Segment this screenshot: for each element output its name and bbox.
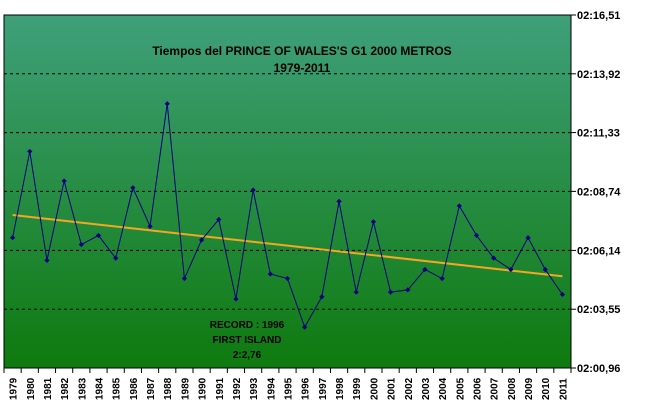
x-tick-label-1987: 1987	[146, 377, 157, 400]
x-tick-label-2008: 2008	[507, 377, 518, 400]
x-tick-label-2001: 2001	[387, 377, 398, 400]
x-tick-label-1995: 1995	[284, 377, 295, 400]
record-annotation-line-3: 2:2,76	[233, 350, 262, 361]
x-tick-label-1985: 1985	[112, 377, 123, 400]
x-tick-label-2003: 2003	[421, 377, 432, 400]
point-1999	[353, 289, 359, 295]
point-1992	[233, 296, 239, 302]
x-tick-label-1997: 1997	[318, 377, 329, 400]
x-tick-label-1993: 1993	[249, 377, 260, 400]
record-annotation-line-1: RECORD : 1996	[210, 320, 285, 331]
point-1986	[130, 185, 136, 191]
record-annotation-line-2: FIRST ISLAND	[213, 335, 282, 346]
x-tick-label-2011: 2011	[558, 378, 569, 400]
point-1990	[198, 237, 205, 243]
point-1996	[302, 324, 308, 330]
y-tick-label-4: 02:11,33	[577, 128, 620, 140]
x-tick-label-2007: 2007	[490, 377, 501, 400]
point-2009	[525, 235, 531, 241]
x-tick-label-2004: 2004	[438, 377, 449, 400]
x-tick-label-2010: 2010	[541, 377, 552, 400]
point-1995	[284, 275, 291, 282]
point-1998	[336, 198, 342, 204]
x-tick-label-1999: 1999	[352, 377, 363, 400]
y-tick-label-0: 02:00,96	[577, 363, 620, 375]
x-tick-label-2000: 2000	[369, 377, 380, 400]
point-2005	[456, 203, 462, 209]
x-tick-label-1984: 1984	[95, 377, 106, 400]
point-2008	[508, 266, 514, 273]
x-tick-label-1990: 1990	[198, 377, 209, 400]
x-tick-label-1986: 1986	[129, 377, 140, 400]
x-tick-label-1988: 1988	[163, 377, 174, 400]
y-tick-label-2: 02:06,14	[577, 245, 621, 257]
point-1980	[27, 148, 33, 155]
point-1989	[181, 275, 188, 282]
point-1982	[61, 178, 67, 184]
y-axis: 02:00,96 02:03,55 02:06,14 02:08,74 02:11,33…	[571, 10, 621, 375]
point-1994	[267, 271, 273, 277]
x-tick-label-1994: 1994	[266, 377, 277, 400]
x-tick-label-1982: 1982	[60, 377, 71, 400]
chart-title: Tiempos del PRINCE OF WALES'S G1 2000 ME…	[152, 44, 451, 58]
point-1983	[78, 241, 84, 248]
point-2001	[387, 289, 394, 295]
point-2011	[559, 291, 566, 298]
point-1984	[95, 232, 102, 239]
trendline	[12, 214, 563, 278]
x-tick-label-2002: 2002	[404, 377, 415, 400]
point-2003	[422, 266, 428, 273]
point-2000	[370, 219, 377, 225]
point-1979	[9, 235, 16, 241]
x-tick-label-2006: 2006	[473, 377, 484, 400]
x-tick-label-1991: 1991	[215, 377, 226, 400]
x-tick-label-1981: 1981	[43, 377, 54, 400]
point-2010	[542, 266, 548, 273]
point-1993	[250, 187, 256, 193]
point-2006	[473, 232, 480, 239]
x-axis: 1979 1980 1981 1982 1983 1984 1985 1986 1987 1988…	[3, 368, 572, 400]
x-tick-label-1983: 1983	[77, 377, 88, 400]
point-1991	[216, 216, 222, 223]
y-tick-label-1: 02:03,55	[577, 304, 620, 316]
point-1997	[319, 294, 325, 300]
x-tick-label-1996: 1996	[301, 377, 312, 400]
y-tick-label-5: 02:13,92	[577, 69, 620, 81]
point-1985	[113, 255, 119, 261]
point-2002	[405, 287, 411, 293]
point-2007	[491, 255, 497, 261]
y-tick-label-6: 02:16,51	[577, 10, 620, 22]
chart-subtitle: 1979-2011	[274, 61, 331, 75]
x-tick-label-1992: 1992	[232, 377, 243, 400]
point-1988	[164, 101, 170, 107]
x-tick-label-1989: 1989	[180, 377, 191, 400]
point-1981	[44, 257, 50, 263]
gridlines	[4, 73, 571, 310]
x-tick-label-1998: 1998	[335, 377, 346, 400]
y-tick-label-3: 02:08,74	[577, 186, 621, 198]
x-tick-label-1980: 1980	[26, 377, 37, 400]
series-markers	[9, 101, 566, 330]
x-tick-label-1979: 1979	[9, 377, 20, 400]
x-tick-label-2005: 2005	[455, 377, 466, 400]
point-1987	[147, 223, 153, 229]
point-2004	[439, 275, 445, 282]
x-tick-label-2009: 2009	[524, 377, 535, 400]
